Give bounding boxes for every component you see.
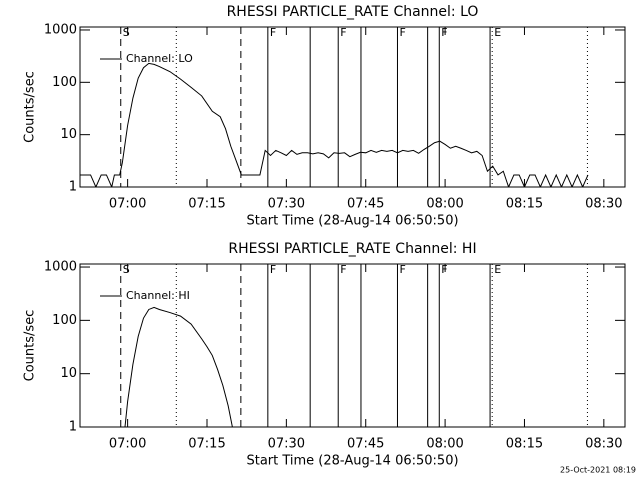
chart-title: RHESSI PARTICLE_RATE Channel: HI bbox=[228, 241, 476, 257]
x-tick-label: 07:00 bbox=[109, 197, 146, 212]
event-label: S bbox=[123, 26, 130, 39]
y-tick-label: 1000 bbox=[44, 260, 77, 275]
x-tick-label: 07:45 bbox=[347, 197, 384, 212]
x-tick-label: 08:15 bbox=[506, 197, 543, 212]
footer: 25-Oct-2021 08:19 bbox=[560, 466, 636, 475]
event-label: F bbox=[270, 26, 276, 39]
event-label: S bbox=[123, 263, 130, 276]
plot-frame bbox=[79, 26, 626, 188]
x-tick-label: 08:00 bbox=[426, 197, 463, 212]
x-axis-label: Start Time (28-Aug-14 06:50:50) bbox=[246, 454, 458, 469]
chart-title: RHESSI PARTICLE_RATE Channel: LO bbox=[227, 4, 479, 20]
event-label: F bbox=[399, 263, 405, 276]
legend-label: Channel: LO bbox=[126, 52, 193, 65]
data-line bbox=[80, 62, 589, 187]
x-tick-label: 07:00 bbox=[109, 437, 146, 452]
x-tick-label: 08:00 bbox=[426, 437, 463, 452]
x-tick-label: 08:30 bbox=[585, 437, 622, 452]
x-tick-label: 08:30 bbox=[585, 197, 622, 212]
y-tick-label: 10 bbox=[60, 366, 77, 381]
event-label: E bbox=[494, 26, 501, 39]
event-label: F bbox=[399, 26, 405, 39]
event-label: F bbox=[441, 263, 447, 276]
y-tick-label: 10 bbox=[60, 127, 77, 142]
x-tick-label: 07:30 bbox=[268, 437, 305, 452]
x-tick-label: 07:45 bbox=[347, 437, 384, 452]
legend-label: Channel: HI bbox=[126, 289, 190, 302]
y-axis-label: Counts/sec bbox=[23, 71, 38, 143]
event-label: F bbox=[340, 26, 346, 39]
y-tick-label: 100 bbox=[52, 313, 77, 328]
event-label: F bbox=[270, 263, 276, 276]
x-tick-label: 08:15 bbox=[506, 437, 543, 452]
event-label: E bbox=[494, 263, 501, 276]
panel: RHESSI PARTICLE_RATE Channel: HI Start Ti… bbox=[23, 241, 626, 469]
event-label: F bbox=[340, 263, 346, 276]
plot-frame bbox=[79, 263, 626, 428]
x-tick-label: 07:15 bbox=[188, 437, 225, 452]
event-label: F bbox=[441, 26, 447, 39]
y-axis-label: Counts/sec bbox=[23, 310, 38, 382]
y-tick-label: 1 bbox=[69, 420, 77, 435]
y-tick-label: 1000 bbox=[44, 22, 77, 37]
x-tick-label: 07:30 bbox=[268, 197, 305, 212]
y-tick-label: 1 bbox=[69, 180, 77, 195]
panel: RHESSI PARTICLE_RATE Channel: LO Start Ti… bbox=[23, 4, 626, 229]
y-tick-label: 100 bbox=[52, 75, 77, 90]
x-axis-label: Start Time (28-Aug-14 06:50:50) bbox=[246, 214, 458, 229]
x-tick-label: 07:15 bbox=[188, 197, 225, 212]
data-line bbox=[124, 306, 233, 427]
